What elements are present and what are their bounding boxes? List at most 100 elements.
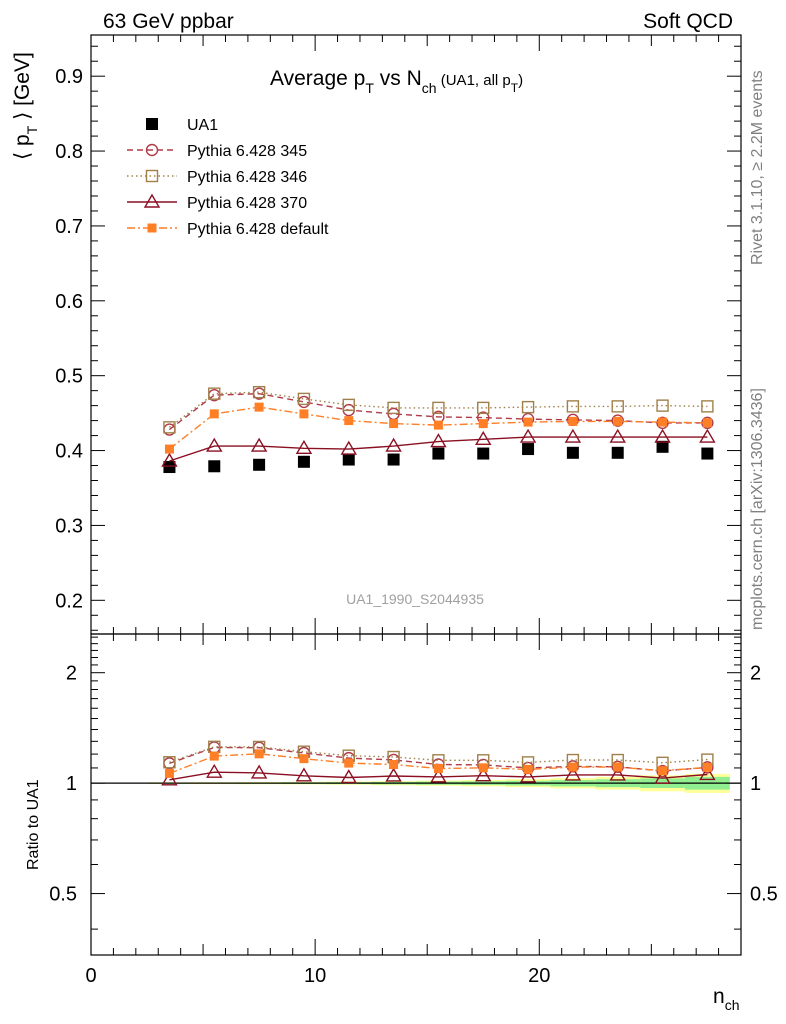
data-point-p370 xyxy=(430,433,447,448)
y-tick-label: 0.4 xyxy=(55,441,83,463)
ratio-point-pdef xyxy=(568,762,578,772)
ratio-point-p345 xyxy=(566,760,580,773)
rivet-label: Rivet 3.1.10, ≥ 2.2M events xyxy=(749,70,766,265)
data-point-p370 xyxy=(385,437,402,452)
data-point-data xyxy=(611,446,624,459)
ratio-y-tick-label-right: 1 xyxy=(750,773,761,795)
legend-label-pythia-default: Pythia 6.428 default xyxy=(187,221,329,238)
y-tick-label: 0.8 xyxy=(55,141,83,163)
header-left: 63 GeV ppbar xyxy=(103,10,234,33)
ratio-point-pdef xyxy=(613,762,623,772)
data-point-p346 xyxy=(432,401,445,415)
ratio-point-p345 xyxy=(701,761,714,774)
legend-marker-p345 xyxy=(145,143,159,157)
data-point-pdef xyxy=(433,420,443,430)
ratio-point-p370 xyxy=(340,769,357,784)
ratio-point-pdef xyxy=(523,764,533,774)
data-point-pdef xyxy=(344,416,354,426)
data-point-p370 xyxy=(206,437,223,452)
analysis-watermark: UA1_1990_S2044935 xyxy=(346,591,484,607)
ratio-line-p370 xyxy=(169,771,708,781)
ratio-y-tick-label: 2 xyxy=(66,663,77,685)
ratio-point-pdef xyxy=(702,762,712,772)
ratio-point-p370 xyxy=(206,763,223,778)
data-point-pdef xyxy=(389,419,399,429)
data-point-pdef xyxy=(523,417,533,427)
header-right: Soft QCD xyxy=(643,10,733,33)
data-point-data xyxy=(163,461,176,474)
y-tick-label: 0.7 xyxy=(55,216,83,238)
ratio-point-pdef xyxy=(658,766,668,776)
ratio-point-p370 xyxy=(475,767,492,782)
plot-title: Average pT vs Nch (UA1, all pT) xyxy=(270,67,523,96)
data-point-data xyxy=(566,446,579,459)
data-point-pdef xyxy=(478,419,488,429)
ratio-point-pdef xyxy=(299,754,309,764)
data-point-data xyxy=(477,447,490,460)
legend-marker-pdef xyxy=(147,223,157,233)
ratio-point-p345 xyxy=(208,741,221,754)
data-point-p370 xyxy=(161,452,178,467)
series-line-p370 xyxy=(169,436,708,462)
mcplots-label: mcplots.cern.ch [arXiv:1306.3436] xyxy=(749,388,766,630)
data-point-p346 xyxy=(521,400,535,414)
ratio-point-pdef xyxy=(344,758,354,768)
data-point-data xyxy=(208,460,221,473)
data-point-pdef xyxy=(702,418,712,428)
data-point-pdef xyxy=(254,402,264,412)
data-point-p346 xyxy=(611,400,624,413)
data-point-p346 xyxy=(208,387,221,400)
data-point-pdef xyxy=(209,409,219,419)
ratio-y-tick-label-right: 2 xyxy=(750,663,761,685)
ratio-point-p370 xyxy=(295,767,313,782)
y-tick-label: 0.9 xyxy=(55,66,83,88)
data-point-p346 xyxy=(656,399,669,412)
y-tick-label: 0.5 xyxy=(55,366,83,388)
ratio-point-p370 xyxy=(161,771,178,786)
ratio-y-tick-label: 1 xyxy=(66,773,77,795)
y-tick-label: 0.6 xyxy=(55,291,83,313)
ratio-point-pdef xyxy=(164,768,174,778)
x-tick-label: 10 xyxy=(304,965,326,987)
data-point-p370 xyxy=(564,428,582,443)
legend: UA1 Pythia 6.428 345 Pythia 6.428 346 Py… xyxy=(187,117,329,238)
legend-label-pythia-370: Pythia 6.428 370 xyxy=(187,195,307,212)
ratio-y-tick-label-right: 0.5 xyxy=(750,884,778,906)
legend-label-ua1: UA1 xyxy=(187,117,218,134)
legend-marker-data xyxy=(146,118,158,130)
ratio-point-pdef xyxy=(478,763,488,773)
data-point-p346 xyxy=(342,398,355,412)
x-axis-label: nch xyxy=(713,985,739,1013)
legend-label-pythia-345: Pythia 6.428 345 xyxy=(187,143,307,160)
ratio-plot-frame xyxy=(90,633,742,956)
data-point-data xyxy=(701,447,714,460)
ratio-point-pdef xyxy=(433,764,443,774)
y-tick-label: 0.3 xyxy=(55,515,83,537)
legend-label-pythia-346: Pythia 6.428 346 xyxy=(187,169,307,186)
data-point-pdef xyxy=(299,409,309,419)
ratio-point-pdef xyxy=(389,760,399,770)
data-point-p370 xyxy=(250,437,268,452)
ratio-point-p370 xyxy=(250,764,268,779)
data-point-p370 xyxy=(340,440,357,455)
data-point-data xyxy=(387,453,400,466)
ratio-point-p370 xyxy=(564,766,582,781)
data-point-pdef xyxy=(658,417,668,427)
data-point-p370 xyxy=(699,428,716,443)
ratio-point-p346 xyxy=(163,756,176,769)
legend-marker-p346 xyxy=(145,169,159,183)
data-point-pdef xyxy=(568,416,578,426)
data-point-data xyxy=(342,453,355,466)
ratio-point-p345 xyxy=(656,764,669,778)
data-point-p370 xyxy=(475,430,492,446)
ratio-point-pdef xyxy=(209,751,219,761)
ratio-point-pdef xyxy=(254,749,264,759)
data-point-data xyxy=(656,440,669,453)
data-point-p370 xyxy=(609,428,626,443)
data-point-p346 xyxy=(252,385,266,399)
x-tick-label: 20 xyxy=(528,965,550,987)
ratio-point-p370 xyxy=(654,769,671,784)
data-point-p346 xyxy=(701,400,714,413)
data-point-p346 xyxy=(297,392,311,406)
data-point-p346 xyxy=(477,401,490,415)
